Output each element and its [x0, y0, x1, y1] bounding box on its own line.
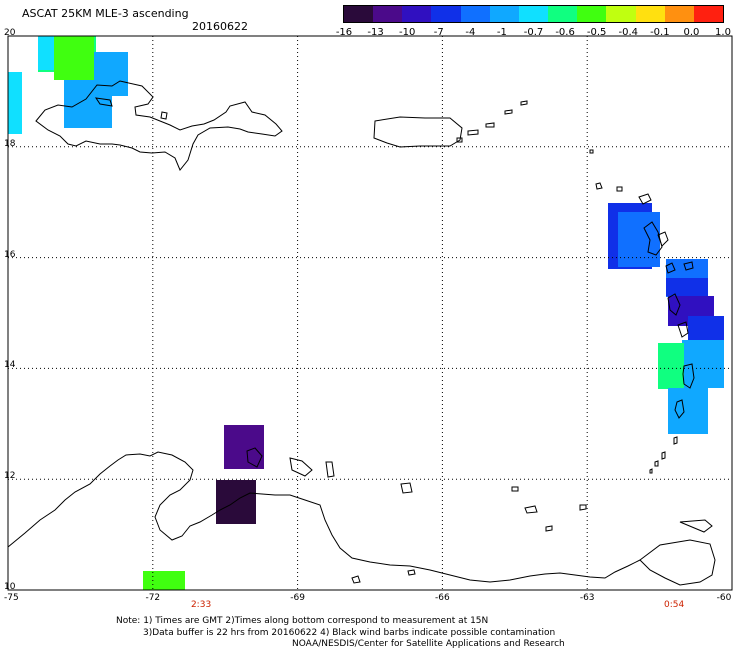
product-title: ASCAT 25KM MLE-3 ascending — [22, 7, 189, 20]
colorbar-tick-label: -0.6 — [555, 27, 575, 38]
lon-tick-label: -75 — [4, 593, 19, 603]
colorbar-swatch — [693, 6, 724, 22]
colorbar-tick-label: -16 — [335, 27, 353, 38]
colorbar — [343, 5, 724, 23]
colorbar-tick-label: -13 — [367, 27, 384, 38]
pass-time-label: 2:33 — [190, 600, 212, 610]
swath-cell — [658, 343, 684, 389]
swath-cell — [682, 340, 724, 388]
lat-tick-label: 16 — [4, 249, 16, 260]
date-label: 20160622 — [192, 20, 248, 33]
colorbar-swatch — [606, 6, 636, 22]
lon-tick-label: -60 — [716, 593, 732, 603]
colorbar-swatch — [577, 6, 607, 22]
lat-tick-label: 18 — [4, 138, 16, 149]
colorbar-tick-label: -10 — [398, 27, 416, 38]
swath-cell — [224, 425, 264, 469]
colorbar-swatch — [402, 6, 432, 22]
note-line-2: 3)Data buffer is 22 hrs from 20160622 4)… — [143, 628, 556, 638]
colorbar-tick-label: -4 — [465, 27, 476, 38]
map-frame — [7, 35, 733, 591]
lon-tick-label: -69 — [290, 593, 305, 603]
colorbar-tick-label: -7 — [433, 27, 444, 38]
swath-cell — [688, 316, 724, 344]
swath-cell — [668, 388, 708, 434]
colorbar-swatch — [344, 6, 374, 22]
colorbar-tick-label: 1.0 — [715, 27, 731, 38]
swath-cell — [54, 36, 94, 80]
swath-cell — [38, 36, 54, 70]
lon-tick-label: -63 — [579, 593, 595, 603]
colorbar-swatch — [635, 6, 665, 22]
swath-cell — [8, 72, 22, 134]
colorbar-swatch — [664, 6, 694, 22]
lon-tick-label: -66 — [435, 593, 450, 603]
colorbar-tick-label: -0.4 — [618, 27, 639, 38]
lat-tick-label: 12 — [4, 471, 16, 482]
colorbar-tick-label: -1 — [496, 27, 507, 38]
colorbar-tick-label: -0.1 — [650, 27, 670, 38]
swath-cell — [64, 80, 112, 128]
colorbar-swatch — [548, 6, 578, 22]
swath-cell — [216, 480, 256, 524]
credit-line: NOAA/NESDIS/Center for Satellite Applica… — [292, 639, 565, 649]
swath-cell — [143, 571, 185, 590]
colorbar-tick-label: 0.0 — [683, 27, 700, 38]
swath-cell — [666, 278, 708, 296]
colorbar-swatch — [460, 6, 490, 22]
colorbar-tick-label: -0.7 — [523, 27, 544, 38]
colorbar-swatch — [489, 6, 519, 22]
lon-tick-label: -72 — [145, 593, 161, 603]
lat-tick-label: 14 — [4, 360, 16, 371]
colorbar-swatch — [518, 6, 549, 22]
lat-tick-label: 20 — [4, 28, 16, 38]
swath-cell — [618, 212, 660, 267]
note-line-1: Note: 1) Times are GMT 2)Times along bot… — [116, 616, 489, 626]
pass-time-label: 0:54 — [663, 600, 685, 610]
lat-tick-label: 10 — [4, 582, 16, 592]
colorbar-tick-label: -0.5 — [586, 27, 607, 38]
colorbar-swatch — [431, 6, 461, 22]
colorbar-swatch — [373, 6, 403, 22]
